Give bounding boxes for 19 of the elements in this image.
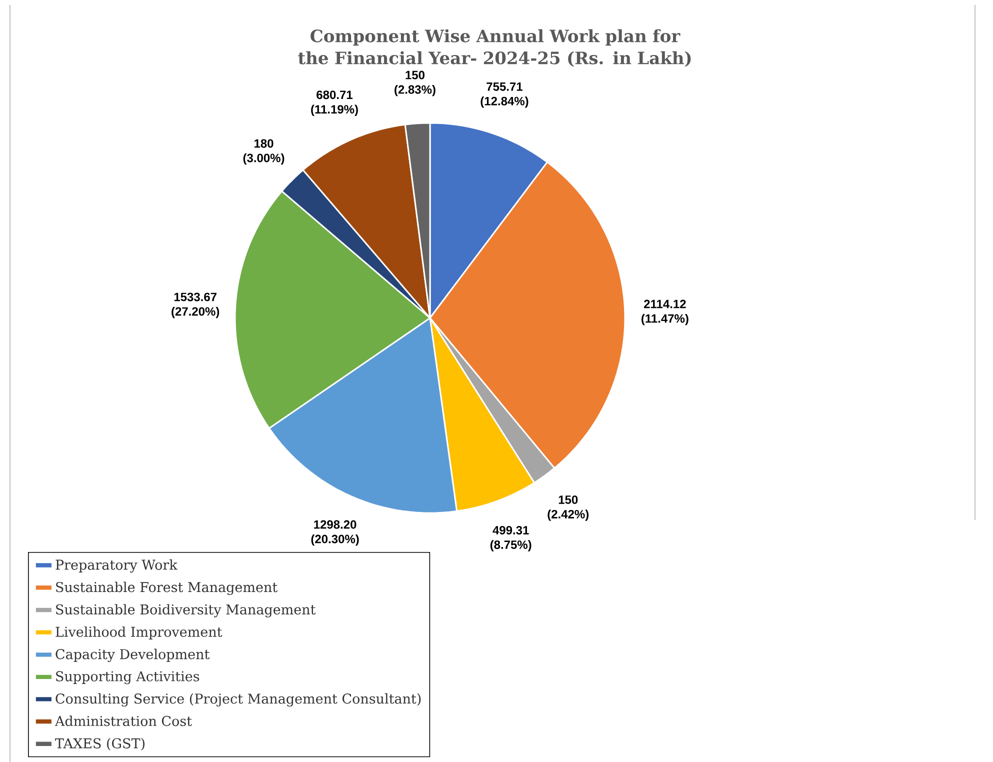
data-label: 755.71 (12.84%): [480, 82, 528, 108]
data-label: 680.71 (11.19%): [311, 90, 358, 116]
data-label: 1533.67 (27.20%): [172, 292, 220, 318]
legend-label: Livelihood Improvement: [56, 626, 222, 640]
legend-label: TAXES (GST): [55, 738, 144, 750]
data-label: 150 (2.83%): [394, 70, 436, 96]
legend-label: Capacity Development: [56, 648, 210, 662]
legend-label: Sustainable Forest Management: [56, 582, 278, 595]
data-label: 1298.20 (20.30%): [311, 520, 359, 546]
legend-label: Preparatory Work: [56, 559, 178, 572]
data-label: 180 (3.00%): [243, 139, 284, 164]
data-label: 150 (2.42%): [548, 495, 589, 521]
legend-label: Consulting Service (Project Management Consultant): [56, 693, 421, 706]
legend-label: Administration Cost: [54, 715, 192, 726]
legend-label: Sustainable Boidiversity Management: [56, 604, 316, 618]
legend-label: Supporting Activities: [56, 670, 200, 684]
data-label: 499.31 (8.75%): [490, 526, 532, 552]
data-label: 2114.12 (11.47%): [642, 300, 688, 325]
chart-title: Component Wise Annual Work plan for the Financial Year- 2024-25 (Rs. in Lakh): [298, 29, 691, 67]
